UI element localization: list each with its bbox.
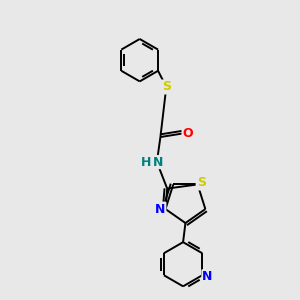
Text: O: O xyxy=(182,127,193,140)
Text: S: S xyxy=(196,176,206,190)
Text: S: S xyxy=(162,80,171,94)
Text: N: N xyxy=(155,202,165,216)
Text: N: N xyxy=(153,156,163,169)
Text: H: H xyxy=(140,156,151,169)
Text: N: N xyxy=(202,270,213,283)
